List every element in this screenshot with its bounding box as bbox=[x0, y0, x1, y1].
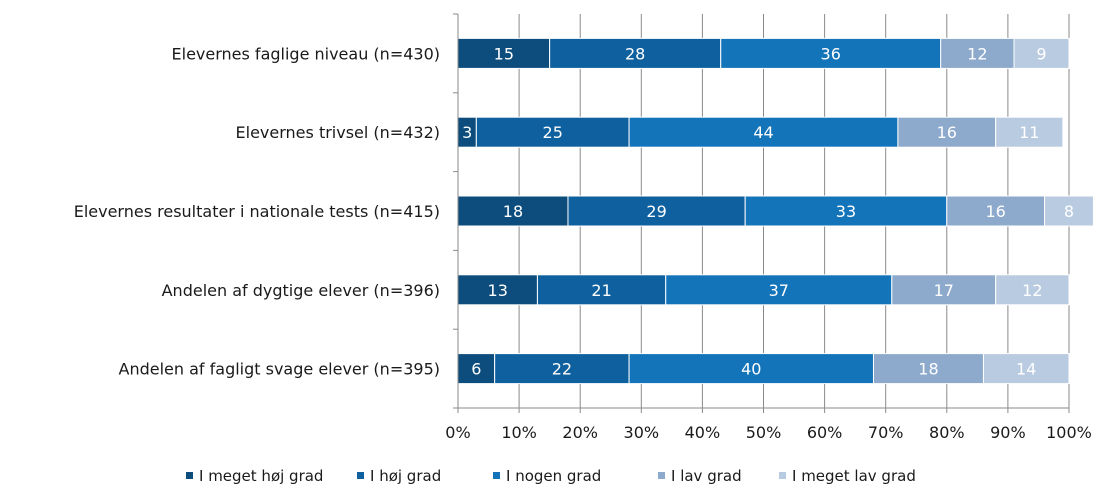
legend-swatch bbox=[357, 472, 364, 479]
data-label: 9 bbox=[1036, 44, 1046, 63]
bar-segment bbox=[457, 37, 551, 69]
x-tick-label: 100% bbox=[1046, 423, 1092, 442]
data-label: 12 bbox=[967, 44, 987, 63]
data-label: 25 bbox=[543, 123, 563, 142]
legend-label: I lav grad bbox=[671, 467, 742, 485]
data-label: 36 bbox=[821, 44, 841, 63]
data-label: 12 bbox=[1022, 281, 1042, 300]
bar-segment bbox=[665, 274, 893, 306]
category-label: Andelen af fagligt svage elever (n=395) bbox=[119, 360, 441, 379]
data-label: 29 bbox=[646, 202, 666, 221]
data-label: 3 bbox=[462, 123, 472, 142]
category-label: Elevernes trivsel (n=432) bbox=[236, 123, 440, 142]
legend-swatch bbox=[779, 472, 786, 479]
category-label: Andelen af dygtige elever (n=396) bbox=[162, 281, 440, 300]
bar-segment bbox=[995, 116, 1064, 148]
axes bbox=[453, 13, 1070, 413]
x-tick-label: 10% bbox=[501, 423, 537, 442]
data-label: 37 bbox=[769, 281, 789, 300]
data-label: 14 bbox=[1016, 360, 1036, 379]
category-labels: Elevernes faglige niveau (n=430) Eleverne… bbox=[74, 44, 440, 378]
data-label: 15 bbox=[494, 44, 514, 63]
data-label: 33 bbox=[836, 202, 856, 221]
legend-label: I nogen grad bbox=[506, 467, 601, 485]
x-tick-label: 30% bbox=[624, 423, 660, 442]
x-tick-label: 20% bbox=[562, 423, 598, 442]
x-tick-label: 60% bbox=[807, 423, 843, 442]
x-tick-label: 40% bbox=[685, 423, 721, 442]
data-label: 18 bbox=[918, 360, 938, 379]
data-label: 16 bbox=[986, 202, 1006, 221]
bar-segment bbox=[946, 195, 1046, 227]
bar-segment bbox=[897, 116, 997, 148]
bar-segment bbox=[1013, 37, 1070, 69]
bars: 15 28 36 12 9 3 25 44 16 11 18 29 33 16 8 13 21 37 17 12 6 22… bbox=[457, 37, 1094, 385]
bar-segment bbox=[567, 195, 746, 227]
bar-segment bbox=[494, 353, 630, 385]
data-label: 28 bbox=[625, 44, 645, 63]
legend-swatch bbox=[658, 472, 665, 479]
bar-segment bbox=[891, 274, 997, 306]
bar-segment bbox=[628, 116, 899, 148]
bar-segment bbox=[982, 353, 1070, 385]
x-tick-label: 0% bbox=[445, 423, 470, 442]
legend-label: I meget lav grad bbox=[792, 467, 916, 485]
data-label: 44 bbox=[753, 123, 773, 142]
data-label: 13 bbox=[488, 281, 508, 300]
bar-segment bbox=[744, 195, 948, 227]
legend-swatch bbox=[493, 472, 500, 479]
data-label: 8 bbox=[1064, 202, 1074, 221]
data-label: 22 bbox=[552, 360, 572, 379]
x-tick-labels: 0% 10% 20% 30% 40% 50% 60% 70% 80% 90% 100% bbox=[445, 423, 1092, 442]
x-tick-label: 50% bbox=[746, 423, 782, 442]
category-label: Elevernes resultater i nationale tests (… bbox=[74, 202, 440, 221]
bar-segment bbox=[536, 274, 667, 306]
bar-segment bbox=[549, 37, 722, 69]
bar-segment bbox=[1044, 195, 1094, 227]
legend-label: I høj grad bbox=[370, 467, 441, 485]
data-label: 18 bbox=[503, 202, 523, 221]
data-label: 16 bbox=[937, 123, 957, 142]
x-tick-label: 80% bbox=[929, 423, 965, 442]
data-label: 17 bbox=[934, 281, 954, 300]
data-label: 11 bbox=[1019, 123, 1039, 142]
legend-label: I meget høj grad bbox=[199, 467, 323, 485]
bar-segment bbox=[475, 116, 630, 148]
category-label: Elevernes faglige niveau (n=430) bbox=[172, 44, 440, 63]
legend: I meget høj grad I høj grad I nogen grad I … bbox=[186, 467, 916, 485]
legend-swatch bbox=[186, 472, 193, 479]
bar-segment bbox=[995, 274, 1070, 306]
data-label: 21 bbox=[591, 281, 611, 300]
x-tick-label: 90% bbox=[990, 423, 1026, 442]
x-tick-label: 70% bbox=[868, 423, 904, 442]
data-label: 40 bbox=[741, 360, 761, 379]
data-label: 6 bbox=[471, 360, 481, 379]
bar-segment bbox=[872, 353, 984, 385]
bar-segment bbox=[940, 37, 1015, 69]
bar-segment bbox=[457, 274, 538, 306]
bar-segment bbox=[457, 353, 496, 385]
